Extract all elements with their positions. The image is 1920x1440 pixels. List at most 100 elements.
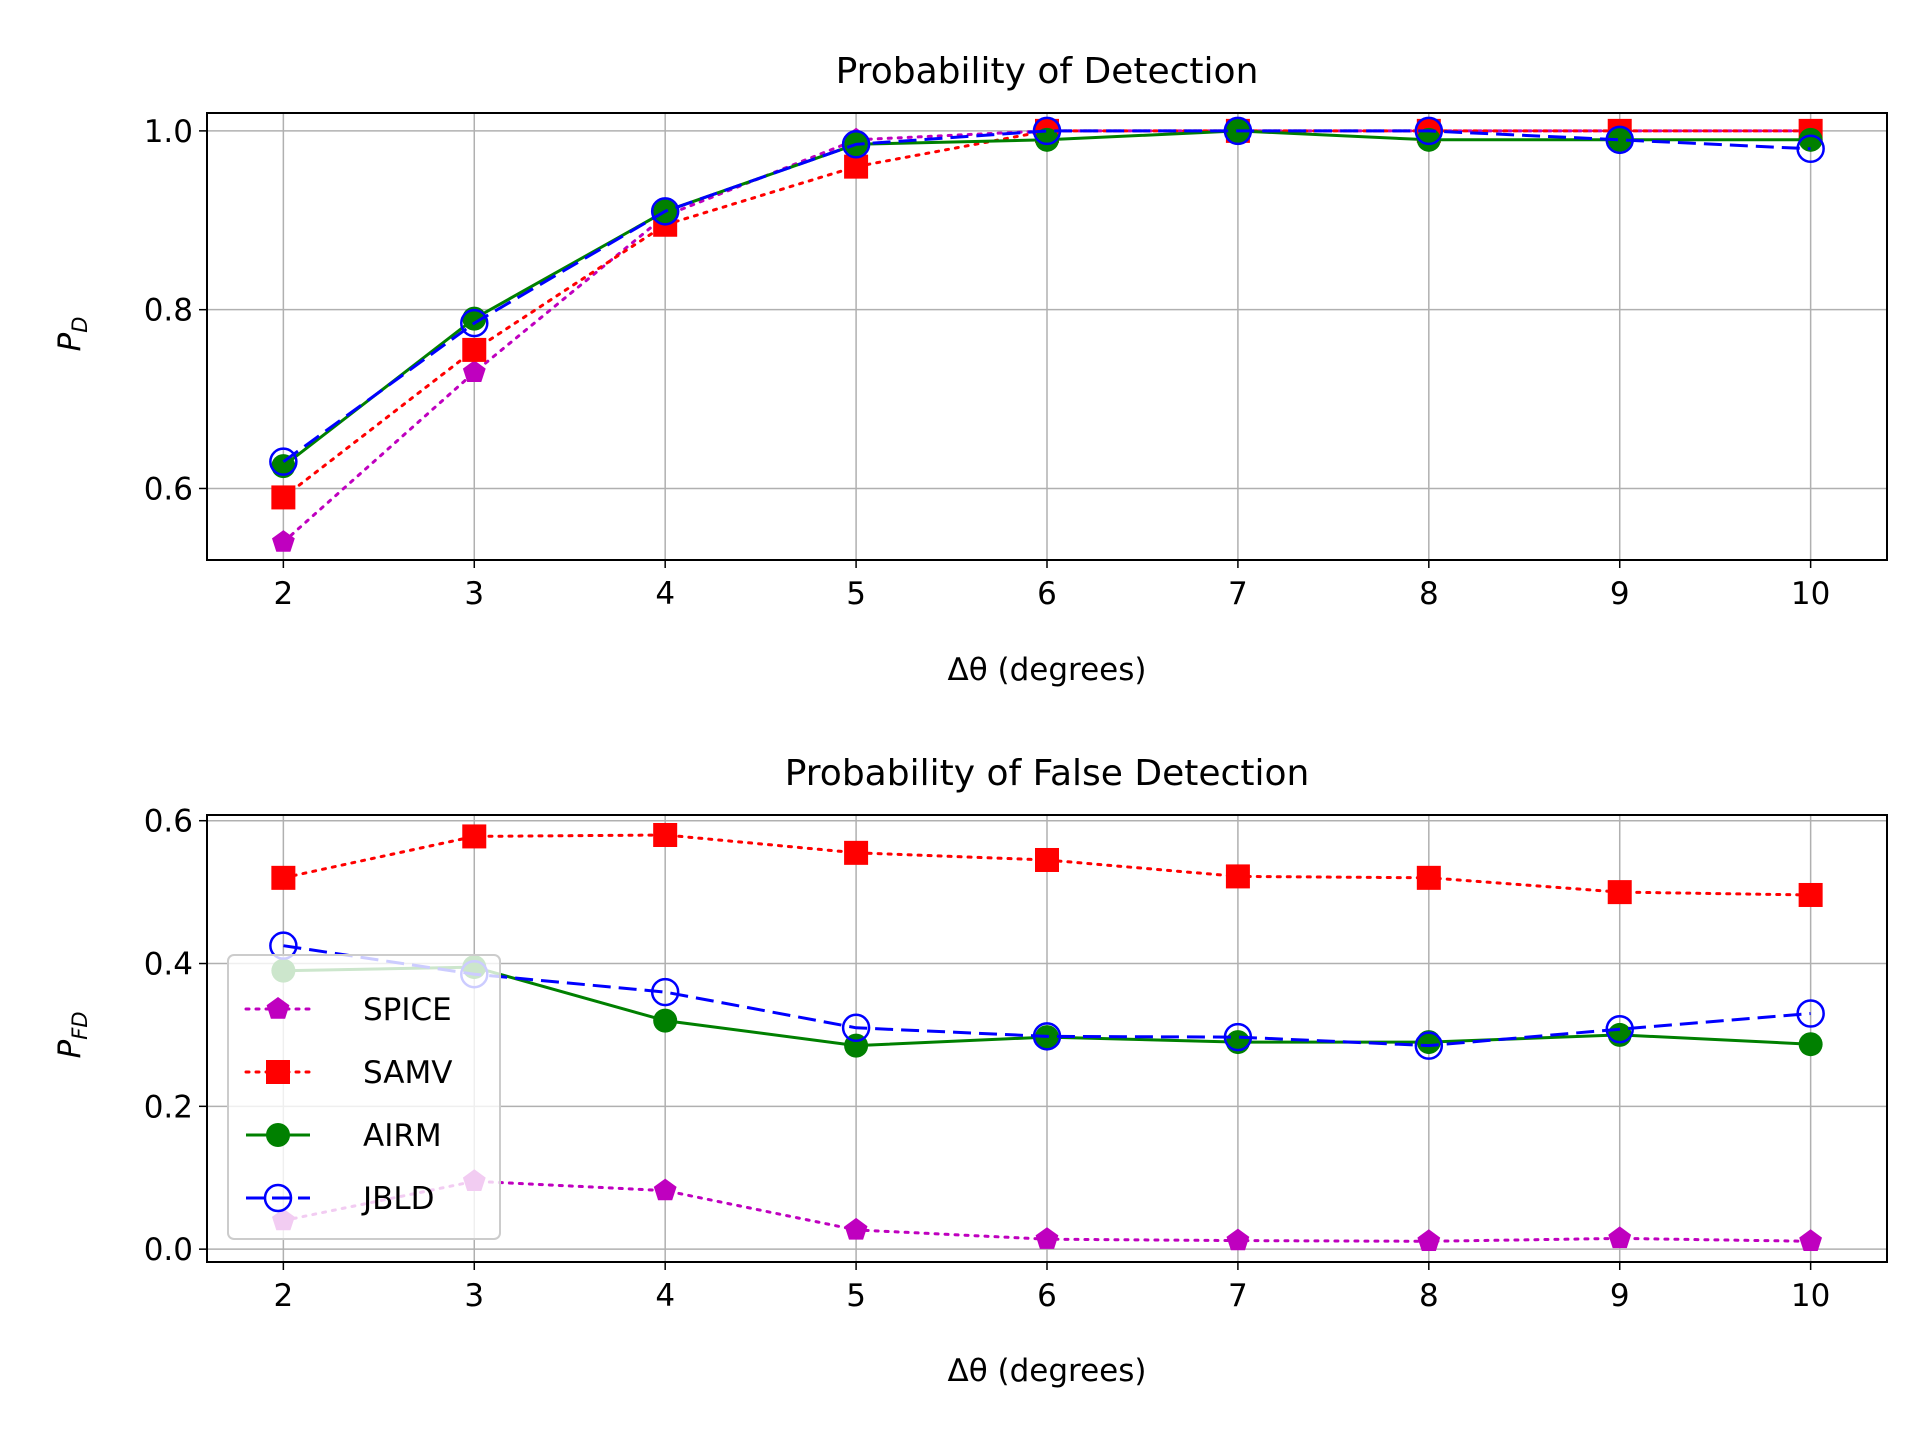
y-tick-label: 0.2 — [144, 1089, 193, 1125]
jbld-point — [1223, 1022, 1253, 1052]
legend-jbld-label: JBLD — [361, 1181, 435, 1217]
detection-subplot: Probability of Detection Δθ (degrees) PD… — [52, 51, 1888, 688]
jbld-point — [1223, 116, 1253, 146]
samv-point — [271, 865, 296, 890]
x-tick-label: 4 — [655, 576, 675, 612]
legend-jbld-marker — [263, 1183, 293, 1213]
jbld-line — [282, 129, 1811, 463]
x-tick-label: 9 — [1610, 576, 1630, 612]
legend: SPICE SAMV AIRM JBLD — [227, 954, 501, 1240]
airm-point — [1416, 1030, 1441, 1055]
x-tick-label: 8 — [1419, 576, 1439, 612]
legend-samv-marker — [266, 1060, 290, 1084]
jbld-point — [1605, 125, 1634, 155]
spice-point — [1417, 1229, 1441, 1251]
false-detection-ylabel-sub: FD — [68, 1012, 92, 1040]
false-detection-title: Probability of False Detection — [785, 753, 1310, 794]
detection-ylabel-sub: D — [68, 317, 92, 333]
x-tick-label: 6 — [1037, 576, 1057, 612]
legend-spice-marker — [266, 997, 290, 1019]
spice-point — [272, 530, 295, 552]
x-tick-label: 6 — [1037, 1278, 1057, 1314]
spice-point — [653, 1178, 677, 1201]
jbld-point — [1796, 999, 1825, 1028]
airm-point — [1798, 1032, 1823, 1057]
airm-point — [1035, 127, 1059, 152]
jbld-series — [269, 116, 1825, 476]
samv-series — [271, 822, 1823, 907]
samv-point — [844, 840, 869, 865]
x-tick-label: 2 — [273, 576, 293, 612]
jbld-point — [841, 130, 871, 159]
spice-point — [462, 360, 486, 382]
spice-point — [1226, 1228, 1250, 1251]
airm-point — [1798, 127, 1823, 152]
jbld-point — [269, 447, 298, 476]
y-tick-label: 0.0 — [144, 1232, 193, 1268]
jbld-point — [1414, 1031, 1444, 1060]
samv-point — [844, 154, 869, 179]
jbld-point — [650, 977, 680, 1007]
samv-point — [1225, 864, 1250, 889]
spice-point — [844, 1217, 868, 1240]
samv-point — [1416, 865, 1441, 890]
false-detection-xlabel: Δθ (degrees) — [947, 1353, 1146, 1389]
samv-point — [653, 822, 678, 847]
detection-ylabel: PD — [52, 317, 92, 352]
airm-point — [1416, 127, 1441, 152]
jbld-point — [1032, 1022, 1062, 1051]
false-detection-subplot: Probability of False Detection Δθ (degre… — [52, 753, 1888, 1389]
jbld-point — [1414, 116, 1444, 146]
x-tick-label: 10 — [1791, 1278, 1830, 1314]
x-tick-label: 4 — [655, 1278, 675, 1314]
x-tick-label: 7 — [1228, 576, 1248, 612]
legend-box — [227, 954, 501, 1240]
samv-point — [271, 485, 296, 510]
x-tick-label: 2 — [273, 1278, 293, 1314]
spice-point — [1608, 1226, 1632, 1249]
jbld-series — [269, 931, 1825, 1060]
legend-spice-label: SPICE — [363, 992, 452, 1028]
detection-ylabel-base: P — [52, 332, 88, 351]
x-tick-label: 3 — [464, 576, 484, 612]
axes-frame — [206, 814, 1888, 1263]
y-tick-label: 0.4 — [144, 947, 193, 983]
spice-point — [1799, 1229, 1822, 1251]
spice-series — [272, 1169, 1822, 1251]
axes-frame — [206, 112, 1888, 561]
legend-samv-label: SAMV — [363, 1055, 452, 1091]
x-tick-label: 3 — [464, 1278, 484, 1314]
y-tick-label: 0.6 — [144, 804, 193, 840]
samv-point — [1798, 882, 1823, 907]
spice-point — [1035, 1227, 1059, 1249]
x-tick-label: 9 — [1610, 1278, 1630, 1314]
x-tick-label: 7 — [1228, 1278, 1248, 1314]
false-detection-ylabel-base: P — [52, 1039, 88, 1058]
samv-point — [462, 337, 487, 362]
x-tick-label: 8 — [1419, 1278, 1439, 1314]
detection-xlabel: Δθ (degrees) — [947, 652, 1146, 688]
airm-series — [271, 118, 1823, 479]
samv-point — [1035, 847, 1059, 872]
y-tick-label: 1.0 — [144, 114, 193, 150]
x-tick-label: 5 — [846, 1278, 866, 1314]
jbld-point — [841, 1013, 871, 1043]
airm-point — [653, 1008, 678, 1033]
jbld-point — [1605, 1014, 1634, 1044]
jbld-point — [1796, 134, 1825, 164]
y-tick-label: 0.8 — [144, 293, 193, 329]
samv-point — [1607, 880, 1632, 905]
x-tick-label: 5 — [846, 576, 866, 612]
jbld-point — [650, 197, 680, 226]
jbld-line — [283, 944, 1811, 1048]
false-detection-ylabel: PFD — [52, 1012, 92, 1059]
x-tick-label: 10 — [1791, 576, 1830, 612]
samv-point — [462, 824, 487, 849]
jbld-point — [1032, 116, 1062, 146]
legend-airm-label: AIRM — [363, 1118, 442, 1154]
airm-point — [1607, 127, 1632, 152]
legend-airm-marker — [266, 1123, 290, 1147]
detection-title: Probability of Detection — [836, 51, 1259, 92]
y-tick-label: 0.6 — [144, 471, 193, 507]
